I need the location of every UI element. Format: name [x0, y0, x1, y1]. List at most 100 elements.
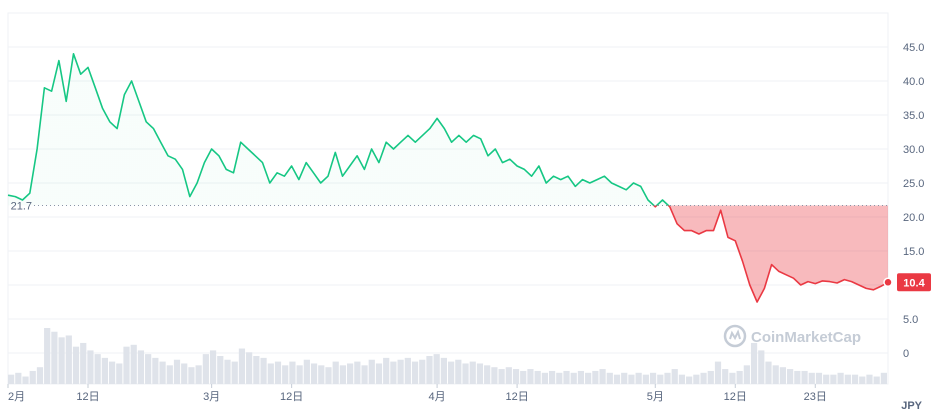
volume-bar	[36, 367, 44, 384]
volume-bar	[520, 370, 527, 384]
price-line	[7, 53, 889, 303]
volume-bars	[8, 328, 887, 384]
volume-bar	[837, 372, 844, 384]
volume-bar	[296, 365, 303, 384]
volume-bar	[635, 372, 642, 384]
current-price-tag: 10.4	[883, 273, 931, 292]
volume-bar	[772, 365, 779, 384]
volume-bar	[678, 374, 686, 384]
y-tick-label: 40.0	[903, 76, 924, 88]
volume-bar	[527, 369, 534, 384]
volume-bar	[325, 367, 332, 384]
x-tick-label: 4月	[429, 391, 446, 403]
volume-bar	[383, 357, 390, 384]
volume-bar	[815, 372, 823, 384]
volume-bar	[267, 363, 274, 384]
volume-bar	[664, 372, 671, 384]
x-tick-label: 12日	[724, 391, 747, 403]
volume-bar	[729, 372, 736, 384]
volume-bar	[873, 376, 880, 384]
volume-bar	[390, 361, 397, 384]
volume-bar	[195, 365, 202, 384]
volume-bar	[628, 374, 635, 384]
y-tick-label: 35.0	[903, 110, 924, 122]
volume-bar	[700, 372, 707, 384]
volume-bar	[808, 372, 815, 384]
volume-bar	[339, 365, 347, 384]
volume-bar	[765, 361, 772, 384]
volume-bar	[512, 369, 520, 384]
volume-bar	[787, 369, 794, 384]
y-tick-label: 15.0	[903, 246, 924, 258]
volume-bar	[779, 367, 787, 384]
volume-bar	[801, 370, 808, 384]
price-area	[8, 53, 888, 302]
volume-bar	[246, 352, 253, 384]
volume-bar	[686, 376, 693, 384]
x-tick-label: 3月	[203, 391, 220, 403]
volume-bar	[404, 357, 411, 384]
y-tick-label: 0	[903, 348, 909, 360]
volume-bar	[87, 350, 94, 384]
volume-bar	[419, 359, 426, 384]
line-above-baseline	[7, 53, 670, 206]
y-axis: 45.040.035.030.025.020.015.010.05.00	[903, 42, 924, 360]
volume-bar	[8, 374, 15, 384]
volume-bar	[830, 374, 837, 384]
volume-bar	[469, 361, 476, 384]
volume-bar	[794, 370, 801, 384]
volume-bar	[108, 361, 116, 384]
volume-bar	[671, 369, 678, 384]
volume-bar	[866, 374, 873, 384]
volume-bar	[534, 370, 541, 384]
volume-bar	[152, 357, 159, 384]
volume-bar	[303, 359, 310, 384]
area-above-baseline	[8, 53, 888, 206]
volume-bar	[556, 372, 563, 384]
volume-bar	[29, 370, 36, 384]
volume-bar	[541, 372, 548, 384]
volume-bar	[758, 350, 765, 384]
volume-bar	[693, 374, 700, 384]
watermark: CoinMarketCap	[723, 324, 861, 348]
volume-bar	[318, 365, 325, 384]
coinmarketcap-logo-icon	[723, 324, 747, 348]
y-tick-label: 45.0	[903, 42, 924, 54]
current-price-dot	[883, 277, 893, 288]
volume-bar	[116, 363, 123, 384]
volume-bar	[426, 356, 433, 384]
volume-bar	[217, 356, 224, 384]
volume-bar	[880, 372, 887, 384]
volume-bar	[202, 354, 209, 384]
volume-bar	[592, 370, 599, 384]
volume-bar	[159, 361, 166, 384]
volume-bar	[462, 363, 469, 384]
volume-bar	[844, 374, 851, 384]
baseline-label: 21.7	[11, 200, 32, 212]
volume-bar	[375, 363, 383, 384]
volume-bar	[491, 367, 498, 384]
x-axis: 2月 12日 3月 12日 4月 12日 5月 12日 23日	[7, 384, 827, 403]
volume-bar	[260, 357, 267, 384]
volume-bar	[411, 361, 419, 384]
volume-bar	[361, 365, 368, 384]
x-tick-label: 2月	[8, 391, 25, 403]
volume-bar	[714, 361, 722, 384]
volume-bar	[72, 346, 80, 384]
watermark-text: CoinMarketCap	[751, 329, 861, 346]
volume-bar	[123, 346, 130, 384]
volume-bar	[657, 374, 664, 384]
volume-bar	[851, 374, 859, 384]
volume-bar	[347, 363, 354, 384]
line-below-baseline	[652, 205, 889, 303]
y-tick-label: 25.0	[903, 178, 924, 190]
volume-bar	[621, 372, 628, 384]
currency-label: JPY	[901, 400, 922, 412]
y-tick-label: 5.0	[903, 314, 918, 326]
volume-bar	[750, 342, 758, 384]
volume-bar	[397, 359, 404, 384]
volume-bar	[289, 361, 296, 384]
volume-bar	[65, 335, 72, 384]
volume-bar	[484, 365, 491, 384]
volume-bar	[722, 369, 729, 384]
